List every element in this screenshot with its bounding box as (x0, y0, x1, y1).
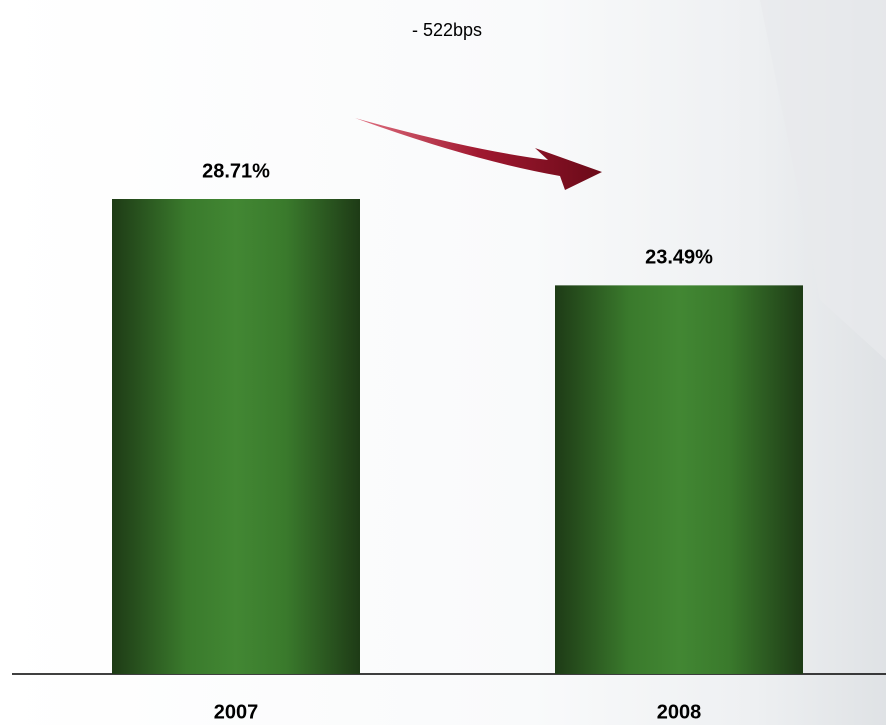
bar (112, 199, 360, 674)
trend-arrow (355, 118, 602, 190)
value-label: 28.71% (202, 160, 270, 182)
annotation: - 522bps (412, 20, 482, 40)
bar (555, 285, 803, 674)
x-tick-label: 2008 (657, 701, 702, 723)
x-tick-label: 2007 (214, 701, 259, 723)
background-shape (760, 0, 886, 360)
value-label: 23.49% (645, 247, 713, 269)
